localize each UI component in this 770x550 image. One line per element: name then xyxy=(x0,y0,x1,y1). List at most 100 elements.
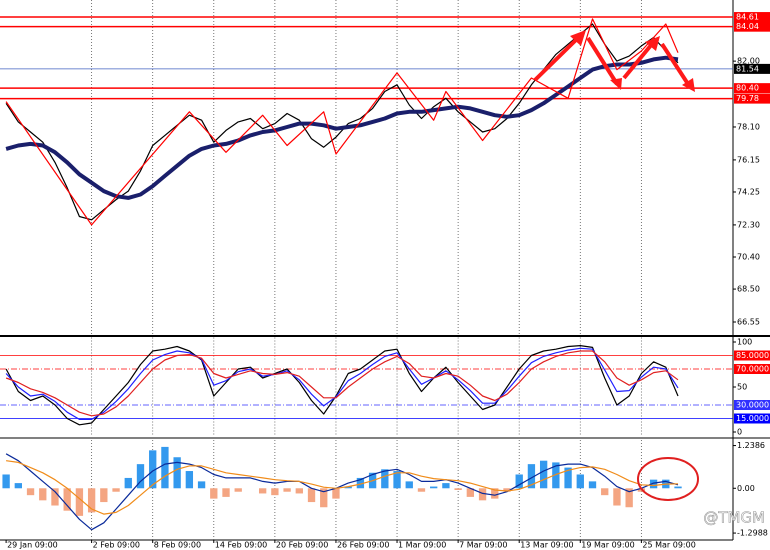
histogram-bar xyxy=(503,488,511,492)
histogram-bar xyxy=(258,488,267,494)
histogram-bar xyxy=(2,474,10,489)
level-label: 70.0000 xyxy=(736,365,769,374)
trend-arrows xyxy=(533,36,690,86)
histogram-bar xyxy=(430,486,438,489)
histogram-bar xyxy=(527,464,536,489)
histogram-bar xyxy=(332,488,340,499)
arrow xyxy=(533,36,580,82)
level-label-box xyxy=(734,12,770,23)
x-tick-label: 8 Feb 09:00 xyxy=(154,541,201,550)
x-tick-label: 20 Feb 09:00 xyxy=(276,541,328,550)
histogram-bar xyxy=(674,486,682,489)
histogram-bar xyxy=(601,488,609,496)
histogram-bar xyxy=(100,488,108,503)
histogram-bar xyxy=(356,477,365,489)
histogram-bar xyxy=(552,462,560,489)
histogram-bar xyxy=(197,481,206,489)
series-line xyxy=(5,345,679,426)
histogram-bar xyxy=(63,488,71,511)
histogram-bar xyxy=(283,488,291,492)
histogram-bar xyxy=(161,446,169,489)
histogram-bar xyxy=(454,488,462,490)
series-line xyxy=(5,350,679,417)
level-label: 84.61 xyxy=(736,13,759,22)
y-tick-label: 100 xyxy=(737,338,752,347)
histogram-bar xyxy=(124,477,132,489)
arrow xyxy=(660,42,690,86)
histogram-bar xyxy=(234,488,242,492)
level-label-box xyxy=(734,63,770,74)
y-tick-label: 78.10 xyxy=(737,122,760,131)
histogram-bar xyxy=(210,488,218,499)
x-tick-label: 13 Mar 09:00 xyxy=(520,541,573,550)
y-tick-label: 76.15 xyxy=(737,155,760,164)
histogram-bar xyxy=(491,488,499,499)
level-label-box xyxy=(734,93,770,104)
y-tick-label: 68.50 xyxy=(737,285,760,294)
histogram-bar xyxy=(625,488,633,508)
histogram-bar xyxy=(344,486,352,489)
x-tick-label: 14 Feb 09:00 xyxy=(215,541,267,550)
histogram-bar xyxy=(564,467,572,489)
histogram-bar xyxy=(295,488,303,494)
histogram-bar xyxy=(393,471,401,489)
level-label: 79.78 xyxy=(736,94,759,103)
histogram-bar xyxy=(381,469,389,489)
x-tick-label: 19 Mar 09:00 xyxy=(581,541,634,550)
annotations: @TMGM xyxy=(533,30,765,527)
x-tick-label: 29 Jan 09:00 xyxy=(7,541,58,550)
watermark: @TMGM xyxy=(703,509,765,527)
histogram-bar xyxy=(39,488,47,501)
arrow xyxy=(586,36,619,86)
series-line xyxy=(5,347,679,420)
histogram-bar xyxy=(185,471,194,489)
x-tick-label: 25 Mar 09:00 xyxy=(642,541,695,550)
mark-layer: 29 Jan 09:00 2 Feb 09:00 8 Feb 09:00 14 Feb… xyxy=(2,13,769,550)
histogram-bar xyxy=(576,474,584,489)
arrow xyxy=(622,42,654,80)
x-tick-label: 26 Feb 09:00 xyxy=(337,541,389,550)
series-line xyxy=(5,18,679,226)
level-label-box xyxy=(734,21,770,32)
histogram-bar xyxy=(613,488,621,506)
histogram-bar xyxy=(136,464,145,489)
y-tick-label: 0 xyxy=(737,428,742,437)
highlight-circle xyxy=(637,457,699,501)
y-tick-label: 0.00 xyxy=(737,484,755,493)
histogram-bar xyxy=(173,457,181,489)
y-tick-label: 50 xyxy=(737,383,747,392)
arrow-head xyxy=(570,30,586,46)
x-tick-label: 7 Mar 09:00 xyxy=(459,541,507,550)
y-tick-label: 66.55 xyxy=(737,317,760,326)
y-tick-label: 74.25 xyxy=(737,187,760,196)
histogram-bar xyxy=(466,488,475,497)
y-tick-label: 82.00 xyxy=(737,57,760,66)
histogram-bar xyxy=(649,479,658,489)
level-label: 85.0000 xyxy=(736,351,769,360)
y-tick-label: 70.40 xyxy=(737,252,760,261)
histogram-bar xyxy=(539,460,548,489)
arrow-head xyxy=(682,78,695,92)
histogram-bar xyxy=(87,488,96,513)
level-label-box xyxy=(734,83,770,94)
level-label: 80.40 xyxy=(736,84,759,93)
histogram-bar xyxy=(320,488,328,508)
histogram-bar xyxy=(307,488,316,503)
level-label: 15.0000 xyxy=(736,414,769,423)
y-tick-label: 1.2386 xyxy=(737,441,765,450)
x-tick-label: 1 Mar 09:00 xyxy=(398,541,446,550)
histogram-bar xyxy=(515,474,523,489)
y-tick-label: -1.2988 xyxy=(737,529,768,538)
histogram-bar xyxy=(51,488,59,506)
y-tick-label: 72.30 xyxy=(737,220,760,229)
level-label: 81.54 xyxy=(736,64,759,73)
histogram-bar xyxy=(405,481,413,489)
histogram-bar xyxy=(222,488,230,497)
level-label: 30.0000 xyxy=(736,401,769,410)
histogram-bar xyxy=(112,488,120,492)
histogram-bar xyxy=(26,488,35,496)
level-label-box xyxy=(734,400,770,410)
histogram-bar xyxy=(417,488,426,492)
arrow-head xyxy=(645,36,660,51)
